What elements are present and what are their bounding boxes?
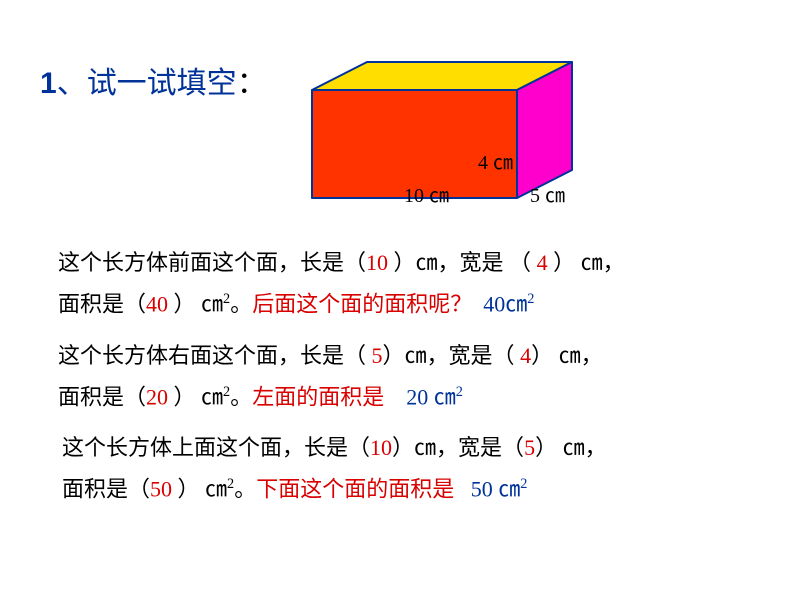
dim-length: 10 ㎝	[404, 179, 449, 208]
page-title: 1、试一试填空：	[40, 58, 267, 102]
title-sep: 、	[57, 67, 87, 100]
title-text: 试一试填空	[87, 67, 237, 100]
title-colon: ：	[237, 67, 267, 100]
cuboid-diagram: 4 ㎝ 10 ㎝ 5 ㎝	[310, 60, 590, 210]
dim-width: 5 ㎝	[530, 179, 565, 208]
paragraph-front: 这个长方体前面这个面，长是（10 ）㎝，宽是 （ 4 ） ㎝， 面积是（40 ）…	[58, 245, 738, 322]
paragraph-top: 这个长方体上面这个面，长是（10）㎝，宽是（5） ㎝， 面积是（50 ） ㎝2。…	[62, 430, 742, 507]
paragraph-right: 这个长方体右面这个面，长是（ 5）㎝，宽是（ 4） ㎝， 面积是（20 ） ㎝2…	[58, 338, 738, 415]
title-number: 1	[40, 67, 57, 100]
dim-height: 4 ㎝	[478, 146, 513, 175]
